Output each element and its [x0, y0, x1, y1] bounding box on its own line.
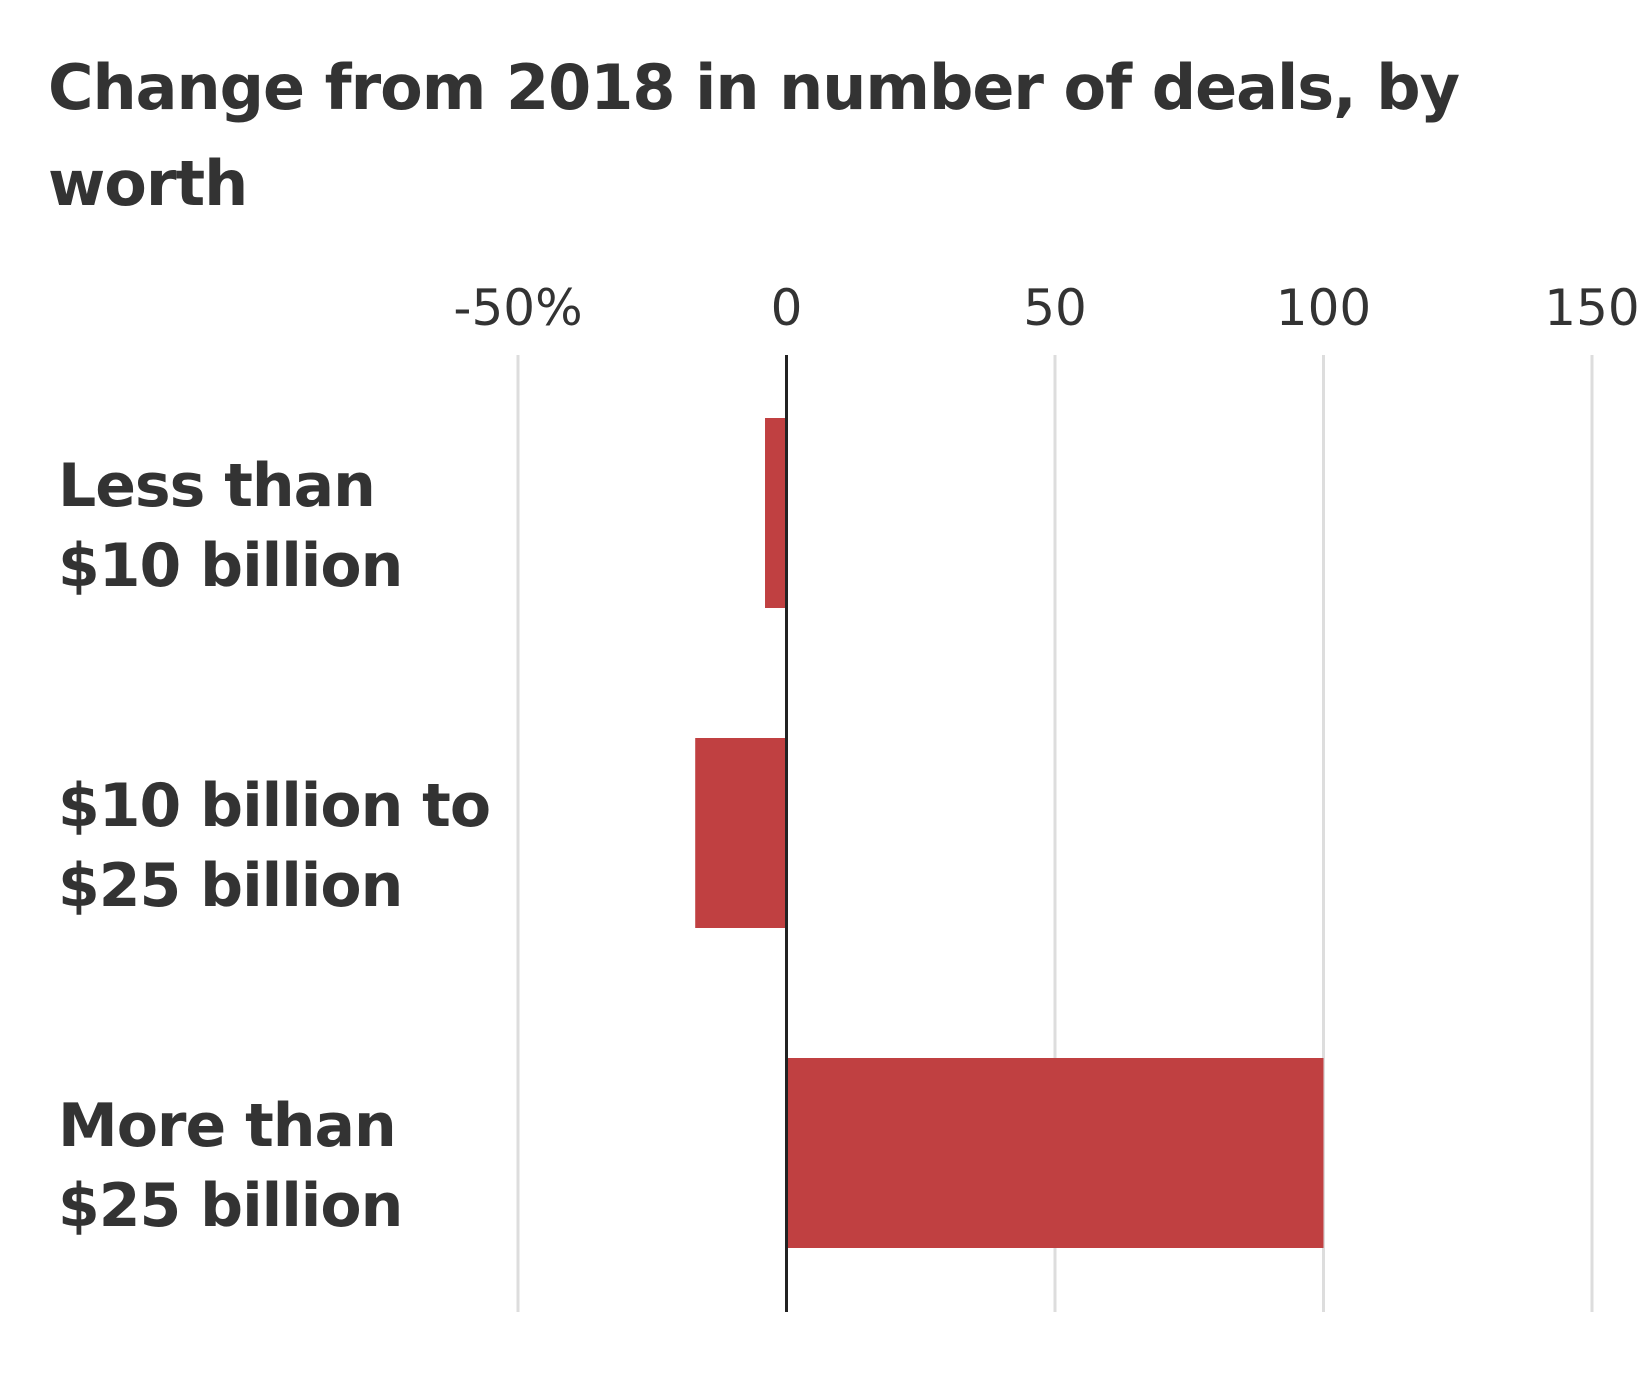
- bars: [695, 418, 1324, 1248]
- x-axis-ticks: -50% 0 50 100 150: [453, 279, 1639, 337]
- bar: [695, 738, 787, 928]
- bar: [765, 418, 787, 608]
- x-tick-label: 0: [771, 279, 803, 337]
- category-label: More than $25 billion: [58, 1091, 402, 1241]
- category-labels: Less than $10 billion $10 billion to $25 bi…: [58, 451, 491, 1241]
- x-tick-label: 150: [1544, 279, 1639, 337]
- x-tick-label: 100: [1276, 279, 1371, 337]
- bar: [786, 1058, 1324, 1248]
- x-tick-label: -50%: [453, 279, 582, 337]
- category-label: Less than $10 billion: [58, 451, 402, 601]
- chart-title: Change from 2018 in number of deals, by …: [48, 51, 1460, 220]
- x-tick-label: 50: [1023, 279, 1087, 337]
- category-label: $10 billion to $25 billion: [58, 771, 490, 921]
